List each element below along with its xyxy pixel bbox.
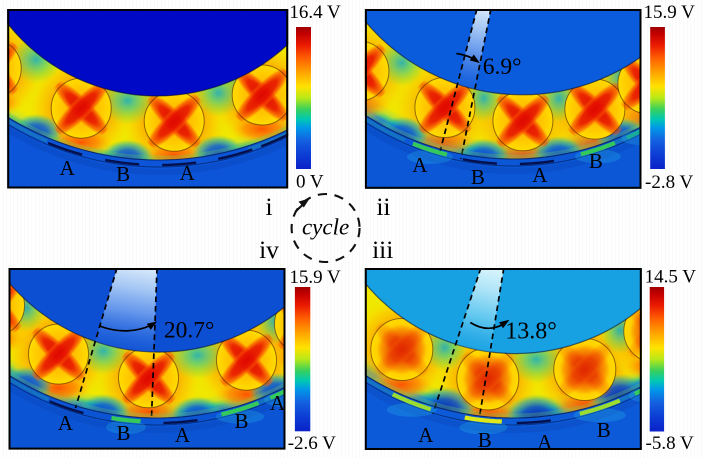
svg-text:-2.8 V: -2.8 V [645, 172, 693, 193]
svg-text:i: i [266, 192, 273, 221]
svg-text:A: A [60, 156, 76, 180]
svg-text:B: B [116, 162, 130, 186]
svg-text:B: B [478, 428, 492, 452]
svg-text:16.4 V: 16.4 V [289, 2, 341, 23]
svg-text:ii: ii [376, 192, 390, 221]
svg-text:-5.8 V: -5.8 V [646, 433, 694, 454]
svg-text:B: B [116, 421, 130, 445]
svg-text:A: A [418, 423, 434, 447]
svg-text:A: A [58, 411, 74, 435]
svg-text:13.8°: 13.8° [505, 319, 557, 345]
svg-text:15.9 V: 15.9 V [644, 2, 696, 23]
svg-text:A: A [412, 153, 428, 177]
svg-text:-2.6 V: -2.6 V [288, 433, 336, 454]
svg-text:iii: iii [372, 235, 393, 264]
svg-text:B: B [471, 165, 485, 189]
svg-text:A: A [175, 423, 191, 447]
svg-text:15.9 V: 15.9 V [289, 267, 341, 288]
svg-text:A: A [537, 430, 553, 454]
svg-text:A: A [270, 391, 286, 415]
svg-text:0 V: 0 V [296, 171, 324, 192]
svg-text:14.5 V: 14.5 V [645, 267, 697, 288]
svg-text:iv: iv [259, 235, 279, 264]
svg-text:20.7°: 20.7° [164, 318, 215, 344]
svg-text:A: A [532, 163, 548, 187]
svg-text:B: B [597, 418, 611, 442]
svg-text:B: B [234, 409, 248, 433]
svg-text:6.9°: 6.9° [483, 54, 522, 80]
svg-text:B: B [589, 149, 603, 173]
svg-text:A: A [180, 161, 196, 185]
svg-text:cycle: cycle [302, 215, 349, 240]
